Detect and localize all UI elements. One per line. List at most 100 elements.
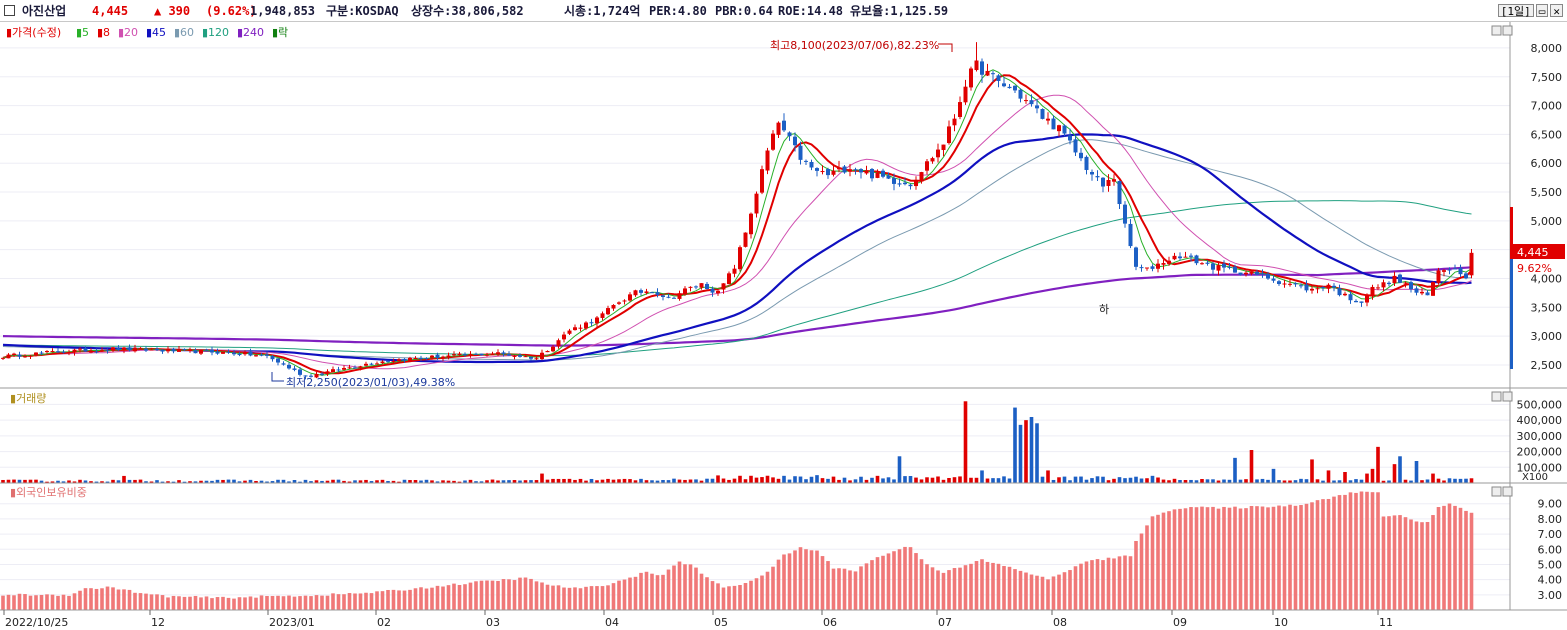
candle <box>820 165 825 175</box>
volume-bar <box>1024 420 1028 483</box>
volume-panel-min-icon[interactable] <box>1491 391 1502 402</box>
volume-bar <box>1315 479 1320 483</box>
volume-bar <box>545 479 550 483</box>
foreign-ratio-bar <box>237 597 242 610</box>
candle <box>237 351 242 357</box>
foreign-ratio-bar <box>149 594 154 610</box>
foreign-ratio-bar <box>83 588 88 610</box>
legend-item: ▮240 <box>237 26 264 39</box>
volume-bar <box>1211 479 1215 483</box>
foreign-ratio-bar <box>413 588 418 610</box>
volume-bar <box>980 470 984 483</box>
close-icon[interactable]: ✕ <box>1550 4 1563 18</box>
price-panel-close-icon[interactable] <box>1502 25 1513 36</box>
candle <box>1145 267 1149 271</box>
volume-value: 1,948,853 <box>250 4 316 18</box>
foreign-ratio-bar <box>39 594 44 610</box>
foreign-ratio-bar <box>831 568 836 610</box>
volume-bar <box>1244 479 1248 483</box>
foreign-ratio-bar <box>644 571 649 610</box>
volume-panel-close-icon[interactable] <box>1502 391 1513 402</box>
candle <box>578 324 583 332</box>
foreign-ratio-bar <box>144 593 148 610</box>
foreign-ratio-bar <box>1183 508 1188 610</box>
foreign-ratio-bar <box>424 588 429 610</box>
candle <box>364 361 368 367</box>
volume-bar <box>567 478 572 483</box>
foreign-ratio-bar <box>930 567 935 610</box>
volume-bar <box>1249 450 1254 483</box>
foreign-ratio-bar <box>12 595 16 610</box>
volume-bar <box>540 473 544 483</box>
candle <box>1271 274 1276 283</box>
volume-bar <box>771 477 775 483</box>
volume-bar <box>1420 480 1424 483</box>
volume-bar <box>23 479 27 483</box>
foreign-ratio-bar <box>61 594 66 610</box>
foreign-y-tick: 3.00 <box>1538 589 1563 602</box>
volume-bar <box>1178 479 1182 483</box>
foreign-ratio-bar <box>1255 506 1259 610</box>
candle <box>1359 301 1364 307</box>
volume-bar <box>1277 480 1281 483</box>
volume-bar <box>1161 479 1166 483</box>
candle <box>892 173 896 191</box>
candle <box>666 293 671 299</box>
foreign-ratio-bar <box>1343 494 1347 610</box>
volume-bar <box>914 477 918 483</box>
candle <box>259 352 264 357</box>
foreign-ratio-bar <box>1299 505 1303 610</box>
volume-panel-label: ▮거래량 <box>10 392 46 405</box>
candle <box>281 361 286 366</box>
volume-bar <box>435 481 440 483</box>
volume-bar <box>1409 480 1413 483</box>
volume-bar <box>1458 478 1463 483</box>
foreign-ratio-bar <box>914 553 918 610</box>
volume-bar <box>232 479 236 483</box>
foreign-ratio-bar <box>430 587 434 610</box>
foreign-ratio-bar <box>534 581 539 610</box>
foreign-ratio-bar <box>391 589 396 610</box>
select-checkbox[interactable] <box>4 5 15 16</box>
foreign-ratio-bar <box>155 594 159 610</box>
candle <box>56 348 60 353</box>
foreign-panel-min-icon[interactable] <box>1491 486 1502 497</box>
foreign-ratio-bar <box>760 575 764 610</box>
candle <box>50 348 55 353</box>
candle <box>23 354 27 358</box>
period-button[interactable]: [1일] <box>1497 4 1534 18</box>
volume-bar <box>39 480 44 483</box>
price-panel-min-icon[interactable] <box>1491 25 1502 36</box>
candle <box>452 351 456 357</box>
candle <box>1035 98 1039 114</box>
volume-bar <box>1271 468 1276 483</box>
market-cap-label: 시총:1,724억 <box>564 4 641 18</box>
price-legend: ▮가격(수정) ▮5 ▮8 ▮20 ▮45 ▮60 ▮120 ▮240 ▮락 <box>6 26 288 39</box>
volume-bar <box>1216 480 1221 483</box>
foreign-y-tick: 7.00 <box>1538 528 1563 541</box>
high-arrow-icon <box>938 43 953 52</box>
foreign-ratio-bar <box>1425 521 1430 610</box>
volume-y-tick: 200,000 <box>1517 446 1563 459</box>
foreign-ratio-bar <box>182 596 187 610</box>
candle <box>732 264 737 278</box>
volume-bar <box>105 481 110 483</box>
candle <box>309 373 313 378</box>
candle <box>771 130 775 151</box>
volume-bar <box>919 479 924 483</box>
candle <box>551 345 555 353</box>
candle <box>1123 201 1127 228</box>
candle <box>39 350 44 355</box>
foreign-ratio-bar <box>122 589 126 610</box>
roe-label: ROE:14.48 <box>778 4 844 18</box>
candle <box>567 328 572 335</box>
candle <box>386 360 390 363</box>
foreign-ratio-bar <box>177 596 181 610</box>
volume-bar <box>17 479 22 483</box>
restore-icon[interactable]: ▭ <box>1535 4 1549 18</box>
volume-bar <box>1398 456 1402 483</box>
volume-bar <box>809 476 814 483</box>
foreign-ratio-bar <box>171 595 176 610</box>
volume-bar <box>1073 476 1078 483</box>
foreign-panel-close-icon[interactable] <box>1502 486 1513 497</box>
